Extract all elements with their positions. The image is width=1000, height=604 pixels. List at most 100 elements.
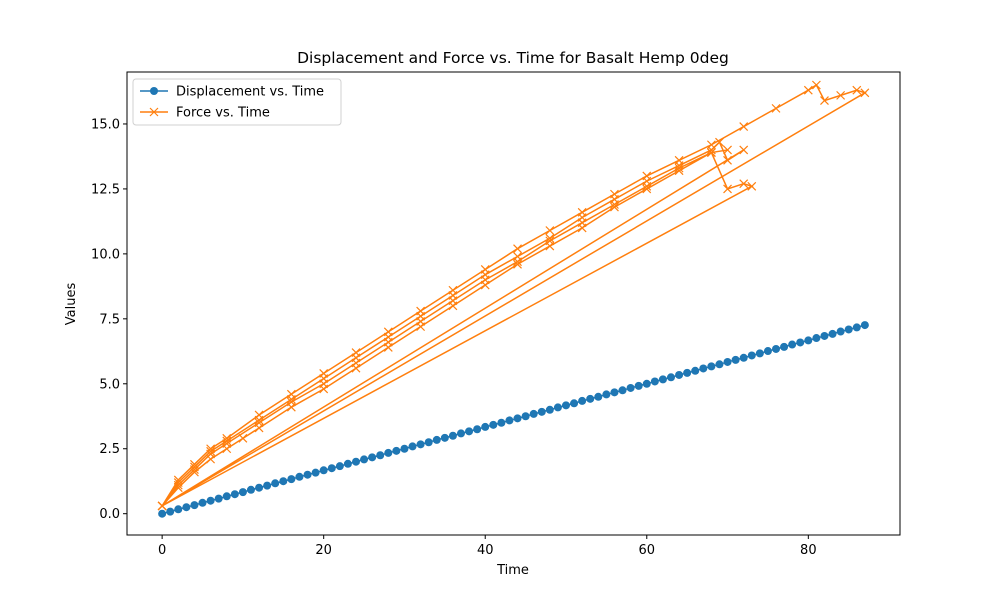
series-line <box>161 324 866 515</box>
point <box>570 399 579 408</box>
point <box>416 440 425 449</box>
point <box>254 410 264 420</box>
point <box>222 492 231 501</box>
point <box>642 379 651 388</box>
point <box>513 259 522 269</box>
point <box>691 366 700 375</box>
point <box>343 459 352 468</box>
point <box>545 405 554 414</box>
point <box>238 488 247 497</box>
point <box>286 397 296 407</box>
point <box>521 412 530 421</box>
point <box>658 375 667 384</box>
x-tick-label: 40 <box>477 543 494 558</box>
point <box>480 275 490 285</box>
point <box>804 336 813 345</box>
point <box>771 103 781 113</box>
point <box>448 285 458 295</box>
point <box>174 505 183 514</box>
point <box>642 181 652 191</box>
point <box>214 494 223 503</box>
point <box>295 472 304 481</box>
point <box>230 490 239 499</box>
plot-area <box>157 80 870 518</box>
point <box>537 407 546 416</box>
point <box>707 362 716 371</box>
point <box>610 388 619 397</box>
point <box>811 80 821 90</box>
point <box>384 448 393 457</box>
y-tick-label: 0.0 <box>99 507 120 522</box>
point <box>286 389 296 399</box>
point <box>480 265 490 274</box>
point <box>820 331 829 340</box>
point <box>465 427 474 436</box>
x-tick-label: 80 <box>800 543 817 558</box>
point <box>562 401 571 410</box>
point <box>545 236 555 246</box>
point <box>796 338 805 347</box>
point <box>448 296 458 306</box>
point <box>182 503 191 512</box>
point <box>383 337 393 347</box>
point <box>812 334 821 343</box>
y-tick-label: 2.5 <box>99 442 120 457</box>
y-tick-label: 15.0 <box>91 117 120 132</box>
legend-label: Displacement vs. Time <box>176 85 324 100</box>
point <box>246 485 255 494</box>
point <box>577 207 587 217</box>
point <box>586 394 595 403</box>
point <box>553 403 562 412</box>
plot-frame <box>126 71 901 536</box>
point <box>173 480 183 490</box>
point <box>513 257 522 267</box>
point <box>772 344 781 353</box>
point <box>271 479 280 488</box>
y-axis-label: Values <box>64 283 79 326</box>
point <box>852 85 862 95</box>
point <box>739 353 748 362</box>
point <box>602 390 611 399</box>
point <box>400 444 409 453</box>
point <box>844 325 853 334</box>
point <box>319 368 329 378</box>
point <box>803 85 813 95</box>
y-tick-label: 12.5 <box>91 182 120 197</box>
point <box>739 145 749 155</box>
point <box>311 468 320 477</box>
x-tick-label: 20 <box>315 543 332 558</box>
legend-box <box>132 78 342 126</box>
point <box>723 357 732 366</box>
point <box>351 348 361 358</box>
point <box>836 327 845 336</box>
point <box>715 137 724 147</box>
point <box>376 451 385 460</box>
point <box>788 340 797 349</box>
point <box>456 429 465 438</box>
series-line <box>161 83 867 507</box>
point <box>747 181 757 191</box>
point <box>755 349 764 358</box>
point <box>158 509 167 518</box>
point <box>327 464 336 473</box>
x-axis-label: Time <box>496 563 529 578</box>
point <box>279 477 288 486</box>
point <box>642 171 652 181</box>
point <box>667 373 676 382</box>
point <box>634 381 643 390</box>
point <box>674 155 684 165</box>
point <box>747 351 756 360</box>
point <box>489 420 498 429</box>
y-tick-label: 7.5 <box>99 312 120 327</box>
x-tick-label: 0 <box>158 543 166 558</box>
point <box>706 148 716 157</box>
point <box>675 370 684 379</box>
point <box>820 96 829 106</box>
point <box>739 179 749 189</box>
point <box>473 425 482 434</box>
point <box>513 244 522 254</box>
point <box>198 498 207 507</box>
point <box>190 501 199 510</box>
point <box>360 455 369 464</box>
